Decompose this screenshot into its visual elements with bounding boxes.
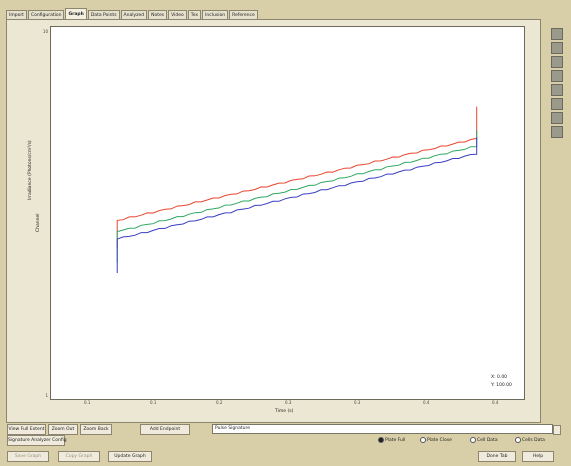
radio-label: Cell Data [477,437,498,443]
radio-dot [378,437,384,443]
x-axis-label: Time (s) [275,409,294,414]
radio-cells-data[interactable]: Cells Data [515,437,545,443]
series-line [116,130,478,263]
add-endpoint-button[interactable]: Add Endpoint [140,424,190,435]
tab-video[interactable]: Video [168,10,187,20]
radio-label: Plate Full [385,437,406,443]
grid-icon[interactable] [551,112,563,124]
radio-plate-close[interactable]: Plate Close [420,437,452,443]
tab-bar: Import Configuration Graph Data Points A… [6,8,259,20]
help-button[interactable]: Help [522,451,554,462]
select-icon[interactable] [551,70,563,82]
tab-reference[interactable]: Reference [229,10,258,20]
tab-analyzed[interactable]: Analyzed [120,10,148,20]
y-axis-label: Irradiance (Photons/cm²/s) [28,140,33,200]
x-tick-label: 0.1 [150,400,157,405]
done-tab-button[interactable]: Done Tab [478,451,516,462]
tab-tex[interactable]: Tex [187,10,202,20]
series-group [116,106,478,274]
tab-configuration[interactable]: Configuration [27,10,65,20]
tab-data-points[interactable]: Data Points [87,10,120,20]
copy-graph-button[interactable]: Copy Graph [58,451,100,462]
zoom-in-icon[interactable] [551,28,563,40]
x-tick-label: 0.3 [354,400,361,405]
signature-select[interactable]: Pulse Signature [212,424,553,434]
x-tick-label: 0.3 [285,400,292,405]
cursor-icon[interactable] [551,84,563,96]
zoom-back-button[interactable]: Zoom Back [80,424,112,435]
x-tick-label: 0.1 [84,400,91,405]
tab-import[interactable]: Import [6,10,27,20]
x-tick-label: 0.4 [492,400,499,405]
pan-icon[interactable] [551,56,563,68]
radio-label: Cells Data [522,437,545,443]
x-tick-label: 0.2 [216,400,223,405]
measure-icon[interactable] [551,98,563,110]
view-full-extent-button[interactable]: View Full Extent [7,424,46,435]
tab-inclusion[interactable]: Inclusion [202,10,229,20]
y-tick-label: 10 [42,29,48,34]
signature-analyzer-config-button[interactable]: Signature Analyzer Config [7,435,67,446]
radio-plate-full[interactable]: Plate Full [378,437,405,443]
radio-dot [420,437,426,443]
radio-dot [515,437,521,443]
cursor-readout-y: Y: 100.00 [491,383,512,388]
plot-area[interactable] [50,26,525,400]
radio-cell-data[interactable]: Cell Data [470,437,498,443]
zoom-out-icon[interactable] [551,42,563,54]
series-line [116,106,478,249]
save-graph-button[interactable]: Save Graph [7,451,49,462]
cursor-readout-x: X: 0.00 [491,375,508,380]
settings-icon[interactable] [551,126,563,138]
chart-svg [116,106,478,274]
y-axis-sublabel: Channel [36,213,41,232]
x-tick-label: 0.4 [423,400,430,405]
signature-dropdown-arrow[interactable] [553,425,561,435]
series-line [116,137,478,274]
radio-dot [470,437,476,443]
tab-notes[interactable]: Notes [148,10,168,20]
tab-graph[interactable]: Graph [65,8,87,20]
zoom-out-button[interactable]: Zoom Out [48,424,78,435]
update-graph-button[interactable]: Update Graph [108,451,152,462]
radio-label: Plate Close [427,437,452,443]
y-tick-label: 1 [45,393,48,398]
